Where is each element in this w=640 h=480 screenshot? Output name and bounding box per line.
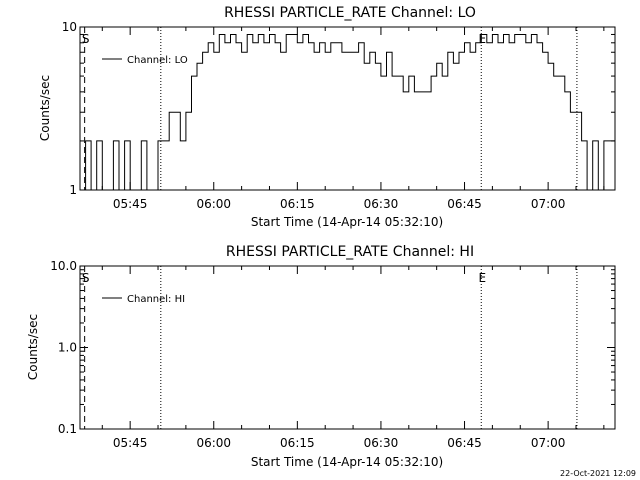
x-tick-label: 06:15 (280, 197, 315, 211)
legend: Channel: LO (102, 55, 188, 66)
legend-label: Channel: LO (127, 55, 188, 66)
x-axis-label: Start Time (14-Apr-14 05:32:10) (251, 215, 443, 229)
x-tick-label: 06:45 (447, 197, 482, 211)
legend-label: Channel: HI (127, 294, 185, 305)
x-tick-label: 06:00 (196, 197, 231, 211)
y-axis-label: Counts/sec (26, 314, 40, 380)
date-stamp: 22-Oct-2021 12:09 (560, 469, 636, 478)
y-tick-label: 10.0 (50, 259, 77, 273)
time-marker-label: S (82, 32, 90, 46)
x-tick-label: 05:45 (113, 436, 148, 450)
y-axis: 0.1 1.0 10.0 (50, 259, 615, 436)
x-axis: 05:45 06:00 06:15 06:30 06:45 07:00 (101, 27, 605, 211)
x-tick-label: 07:00 (531, 436, 566, 450)
x-axis: 05:45 06:00 06:15 06:30 06:45 07:00 (101, 266, 605, 450)
series-layer (80, 34, 615, 190)
plot-frame (79, 26, 616, 191)
time-marker-label: E (478, 271, 486, 285)
panel-hi: RHESSI PARTICLE_RATE Channel: HI S E 05:4… (26, 244, 616, 469)
x-tick-label: 06:00 (196, 436, 231, 450)
x-tick-label: 06:15 (280, 436, 315, 450)
x-tick-label: 06:30 (364, 197, 399, 211)
x-tick-label: 06:30 (364, 436, 399, 450)
x-axis-label: Start Time (14-Apr-14 05:32:10) (251, 455, 443, 469)
y-tick-label: 0.1 (58, 422, 77, 436)
chart-title: RHESSI PARTICLE_RATE Channel: LO (224, 5, 476, 21)
chart-title: RHESSI PARTICLE_RATE Channel: HI (226, 244, 474, 260)
series-line (80, 34, 615, 190)
x-tick-label: 06:45 (447, 436, 482, 450)
y-tick-label: 10 (62, 20, 77, 34)
x-tick-label: 05:45 (113, 197, 148, 211)
y-axis-label: Counts/sec (38, 75, 52, 141)
y-tick-label: 1.0 (58, 341, 77, 355)
legend: Channel: HI (102, 294, 185, 305)
y-axis: 1 10 (62, 20, 615, 197)
y-tick-label: 1 (69, 183, 77, 197)
time-marker-label: S (82, 271, 90, 285)
x-tick-label: 07:00 (531, 197, 566, 211)
time-marker-label: E (478, 32, 486, 46)
